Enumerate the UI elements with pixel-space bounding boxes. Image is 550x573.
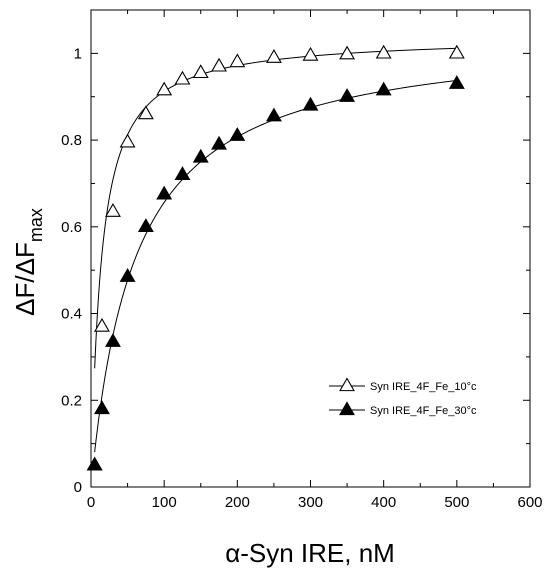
filled-triangle-point xyxy=(137,218,154,232)
x-tick-label: 500 xyxy=(444,494,469,511)
open-triangle-point xyxy=(104,202,121,217)
filled-triangle-point xyxy=(119,268,136,282)
x-tick-label: 300 xyxy=(298,494,323,511)
filled-triangle-point xyxy=(192,148,209,163)
open-triangle-point xyxy=(94,317,110,332)
y-tick-label: 1 xyxy=(74,45,82,62)
filled-triangle-point xyxy=(302,96,319,111)
open-triangle-point xyxy=(137,105,154,120)
y-axis-title-main: ΔF/ΔF xyxy=(10,242,40,316)
x-axis-title: α-Syn IRE, nM xyxy=(225,538,395,568)
open-triangle-point xyxy=(229,53,246,68)
open-triangle-point xyxy=(302,46,319,61)
legend-label: Syn IRE_4F_Fe_30°c xyxy=(370,405,477,417)
filled-triangle-point xyxy=(156,185,173,200)
open-triangle-point xyxy=(156,81,173,96)
y-tick-label: 0.8 xyxy=(61,132,82,149)
x-tick-label: 0 xyxy=(87,494,95,511)
filled-triangle-point xyxy=(448,75,465,89)
axis-ticks: 0 100 200 300 400 500 600 0 0.2 0.4 0.6 0.8 1 xyxy=(61,9,543,511)
open-triangle-point xyxy=(119,133,136,148)
legend-label: Syn IRE_4F_Fe_10°c xyxy=(370,381,477,393)
legend-marker xyxy=(339,377,355,392)
open-triangle-point xyxy=(375,44,392,59)
filled-triangle-point xyxy=(94,400,110,415)
data-points xyxy=(86,44,465,471)
y-axis-title: ΔF/ΔFmax xyxy=(10,208,46,316)
filled-triangle-point xyxy=(174,166,191,180)
x-tick-label: 600 xyxy=(517,494,542,511)
open-triangle-point xyxy=(211,57,227,72)
filled-triangle-point xyxy=(375,81,392,96)
y-tick-label: 0 xyxy=(74,479,82,496)
filled-triangle-point xyxy=(211,135,227,150)
x-tick-label: 400 xyxy=(371,494,396,511)
y-tick-label: 0.6 xyxy=(61,219,82,236)
open-triangle-point xyxy=(265,49,282,63)
filled-triangle-point xyxy=(265,107,282,122)
y-tick-label: 0.4 xyxy=(61,306,82,323)
legend: Syn IRE_4F_Fe_10°c Syn IRE_4F_Fe_30°c xyxy=(329,377,477,417)
filled-triangle-point xyxy=(339,88,356,102)
filled-triangle-point xyxy=(104,333,121,347)
open-triangle-point xyxy=(174,70,191,85)
fit-curve xyxy=(94,47,457,369)
filled-triangle-point xyxy=(86,456,103,471)
y-axis-title-subscript: max xyxy=(26,208,46,242)
x-tick-label: 100 xyxy=(152,494,177,511)
x-tick-label: 200 xyxy=(225,494,250,511)
filled-triangle-point xyxy=(229,127,246,141)
open-triangle-point xyxy=(192,64,209,79)
open-triangle-point xyxy=(448,44,465,59)
y-tick-label: 0.2 xyxy=(61,392,82,409)
legend-marker xyxy=(339,401,355,416)
open-triangle-point xyxy=(339,45,356,60)
fit-curve xyxy=(94,79,457,453)
